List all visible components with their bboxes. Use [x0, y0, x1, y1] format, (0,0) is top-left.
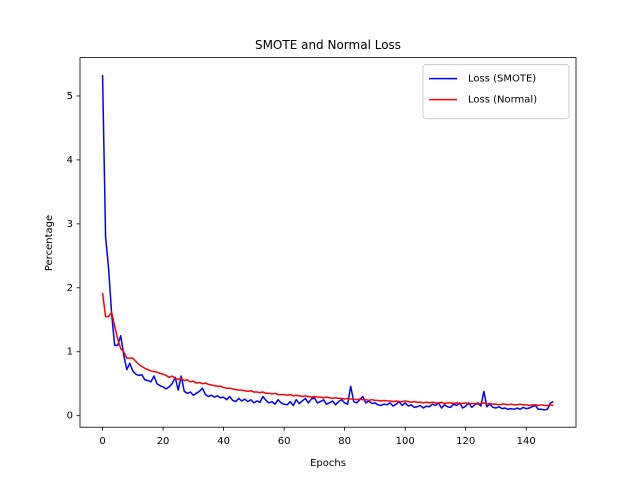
y-tick-label: 1 — [67, 347, 73, 358]
y-tick-label: 2 — [67, 283, 73, 294]
legend-box — [422, 64, 570, 120]
y-tick-label: 0 — [67, 411, 73, 422]
x-tick-label: 100 — [396, 436, 415, 447]
x-tick-label: 60 — [278, 436, 291, 447]
x-tick-label: 80 — [338, 436, 351, 447]
chart-title: SMOTE and Normal Loss — [255, 38, 401, 52]
x-axis-label: Epochs — [310, 458, 346, 469]
x-tick-label: 40 — [217, 436, 230, 447]
legend-label: Loss (SMOTE) — [468, 74, 536, 85]
x-tick-label: 120 — [456, 436, 475, 447]
x-tick-label: 0 — [99, 436, 105, 447]
plot-frame — [79, 57, 577, 428]
y-tick-label: 3 — [67, 219, 73, 230]
y-axis-label: Percentage — [44, 215, 55, 271]
y-tick-label: 4 — [67, 155, 73, 166]
legend-label: Loss (Normal) — [468, 95, 537, 106]
series-line — [101, 292, 554, 407]
y-tick-label: 5 — [67, 91, 73, 102]
x-tick-label: 140 — [517, 436, 536, 447]
x-tick-label: 20 — [157, 436, 170, 447]
